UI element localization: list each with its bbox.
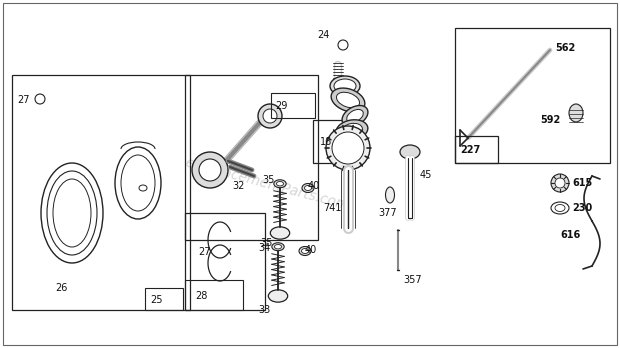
Text: 40: 40 [308,181,321,191]
Ellipse shape [270,227,290,239]
Circle shape [332,132,364,164]
Ellipse shape [569,104,583,122]
Text: eReplacementParts.com: eReplacementParts.com [183,156,350,213]
Text: 616: 616 [560,230,580,240]
Bar [313,120,357,163]
Bar [145,288,183,310]
Ellipse shape [336,120,368,140]
Ellipse shape [400,145,420,159]
Text: 34: 34 [258,243,270,253]
Ellipse shape [342,123,363,137]
Ellipse shape [304,185,311,190]
Ellipse shape [331,88,365,112]
Circle shape [263,109,277,123]
Ellipse shape [347,110,363,122]
Bar [455,28,610,163]
Circle shape [192,152,228,188]
Text: 27: 27 [17,95,30,105]
Ellipse shape [334,79,356,93]
Text: 377: 377 [378,208,397,218]
Circle shape [551,174,569,192]
Text: 741: 741 [323,203,342,213]
Ellipse shape [299,246,311,255]
Text: 227: 227 [460,145,481,155]
Ellipse shape [551,202,569,214]
Ellipse shape [277,182,283,186]
Circle shape [326,126,370,170]
Text: 26: 26 [55,283,68,293]
Circle shape [555,178,565,188]
Text: 615: 615 [572,178,592,188]
Ellipse shape [115,147,161,219]
Ellipse shape [337,92,360,108]
Text: 35: 35 [262,175,275,185]
Circle shape [338,40,348,50]
Bar [455,136,498,163]
Text: 40: 40 [305,245,317,255]
Text: 32: 32 [232,181,244,191]
Text: 357: 357 [403,275,422,285]
Text: 45: 45 [420,170,432,180]
Text: 35: 35 [260,238,272,248]
Ellipse shape [302,183,314,192]
Ellipse shape [274,180,286,188]
Text: 29: 29 [275,101,288,111]
Text: 27: 27 [198,247,211,257]
Circle shape [199,159,221,181]
Ellipse shape [342,105,368,126]
Ellipse shape [272,243,284,251]
Bar [185,75,318,240]
Ellipse shape [268,290,288,302]
Text: 24: 24 [317,30,329,40]
Text: 16: 16 [320,137,332,147]
Circle shape [258,104,282,128]
Bar [185,213,265,310]
Ellipse shape [386,187,394,203]
Text: 592: 592 [540,115,560,125]
Ellipse shape [301,248,309,253]
Ellipse shape [275,245,281,249]
Text: 562: 562 [555,43,575,53]
Text: 230: 230 [572,203,592,213]
Ellipse shape [330,76,360,96]
Bar [12,75,190,310]
Text: 25: 25 [150,295,162,305]
Bar [271,93,315,118]
Text: 33: 33 [258,305,270,315]
Text: 28: 28 [195,291,207,301]
Bar [185,280,243,310]
